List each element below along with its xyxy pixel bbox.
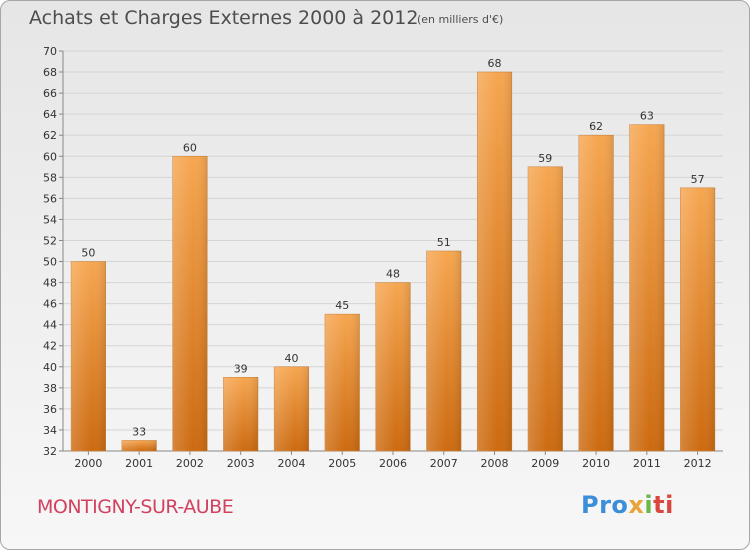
bar-shade	[172, 156, 208, 451]
y-tick-label: 38	[43, 382, 57, 395]
y-tick-label: 70	[43, 45, 57, 58]
x-tick-label: 2008	[481, 457, 509, 470]
bar-shade	[324, 314, 360, 451]
y-tick-label: 36	[43, 403, 57, 416]
bar-value-label: 62	[589, 120, 603, 133]
x-tick-label: 2007	[430, 457, 458, 470]
x-tick-label: 2002	[176, 457, 204, 470]
chart-title: Achats et Charges Externes 2000 à 2012	[29, 7, 419, 29]
bar-value-label: 50	[81, 247, 95, 260]
bar-shade	[629, 124, 665, 452]
y-tick-label: 44	[43, 319, 57, 332]
y-tick-label: 56	[43, 192, 57, 205]
bar-shade	[121, 440, 157, 451]
y-tick-label: 42	[43, 340, 57, 353]
bar-shade	[477, 72, 512, 451]
x-tick-label: 2004	[277, 457, 305, 470]
chart-unit: (en milliers d'€)	[417, 13, 504, 26]
proxiti-logo: Proxiti	[581, 491, 674, 519]
bar-shade	[274, 366, 309, 451]
bar-value-label: 63	[640, 110, 654, 123]
bar-value-label: 60	[183, 141, 197, 154]
y-tick-label: 60	[43, 150, 57, 163]
logo-part: Pro	[581, 491, 629, 519]
y-tick-label: 64	[43, 108, 57, 121]
logo-part: ti	[653, 491, 674, 519]
y-tick-label: 50	[43, 256, 57, 269]
logo-part: x	[628, 491, 645, 519]
y-tick-label: 34	[43, 424, 57, 437]
logo-part: i	[644, 491, 654, 519]
y-tick-label: 46	[43, 298, 57, 311]
x-tick-label: 2012	[684, 457, 712, 470]
y-tick-label: 54	[43, 213, 57, 226]
x-tick-label: 2006	[379, 457, 407, 470]
x-tick-label: 2005	[328, 457, 356, 470]
x-tick-label: 2010	[582, 457, 610, 470]
bar-value-label: 40	[284, 352, 298, 365]
y-tick-label: 68	[43, 66, 57, 79]
y-tick-label: 62	[43, 129, 57, 142]
bar-value-label: 57	[691, 173, 705, 186]
bar-value-label: 51	[437, 236, 451, 249]
commune-name: MONTIGNY-SUR-AUBE	[37, 496, 234, 518]
y-tick-label: 66	[43, 87, 57, 100]
bar-value-label: 68	[488, 57, 502, 70]
y-tick-label: 52	[43, 234, 57, 247]
bar-shade	[223, 377, 258, 451]
x-tick-label: 2003	[227, 457, 255, 470]
bar-shade	[426, 251, 462, 451]
bar-value-label: 59	[538, 152, 552, 165]
bar-shade	[578, 135, 614, 452]
bar-shade	[71, 261, 106, 451]
y-tick-label: 40	[43, 361, 57, 374]
x-tick-label: 2009	[531, 457, 559, 470]
y-tick-label: 32	[43, 445, 57, 458]
bar-value-label: 39	[234, 362, 248, 375]
x-tick-label: 2011	[633, 457, 661, 470]
y-tick-label: 48	[43, 277, 57, 290]
bar-shade	[528, 166, 563, 451]
x-tick-label: 2000	[74, 457, 102, 470]
x-tick-label: 2001	[125, 457, 153, 470]
bar-shade	[375, 282, 411, 451]
y-tick-label: 58	[43, 171, 57, 184]
bar-shade	[680, 187, 715, 451]
bar-value-label: 33	[132, 425, 146, 438]
bar-value-label: 48	[386, 268, 400, 281]
bar-value-label: 45	[335, 299, 349, 312]
